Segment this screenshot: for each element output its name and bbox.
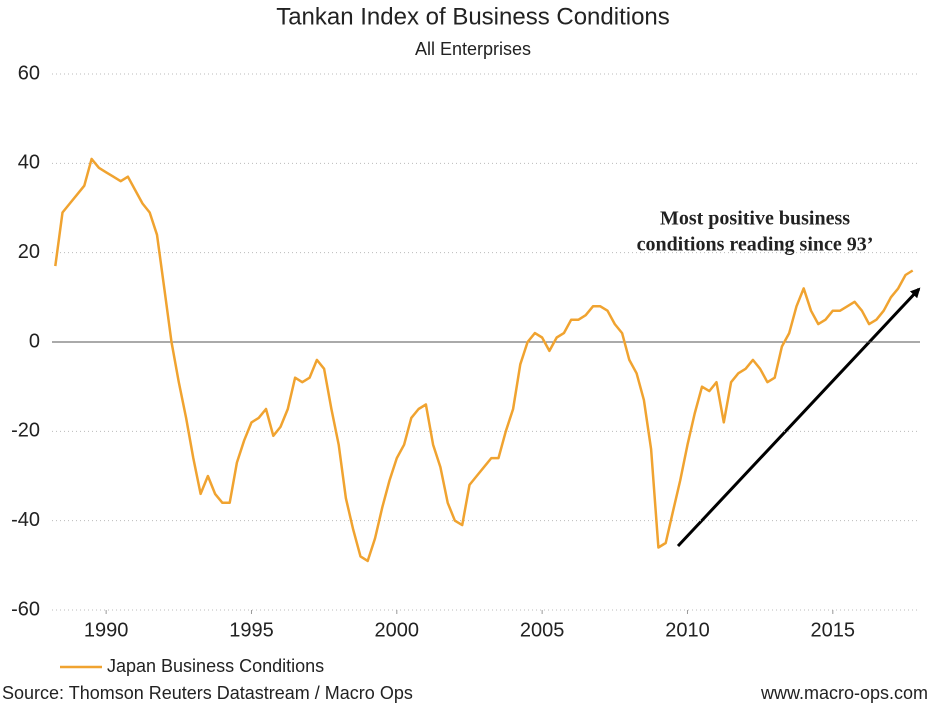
x-tick-label: 2010	[665, 619, 710, 641]
x-tick-label: 2000	[375, 619, 420, 641]
y-tick-label: -20	[11, 420, 40, 442]
x-tick-label: 2005	[520, 619, 565, 641]
chart-subtitle: All Enterprises	[415, 39, 531, 59]
y-tick-label: -40	[11, 509, 40, 531]
legend-label: Japan Business Conditions	[107, 656, 324, 676]
series-line	[54, 157, 914, 563]
y-tick-label: -60	[11, 598, 40, 620]
y-tick-label: 0	[29, 330, 40, 352]
annotation: Most positive business	[660, 208, 850, 230]
x-tick-label: 2015	[811, 619, 856, 641]
x-tick-label: 1990	[84, 619, 129, 641]
y-tick-label: 40	[18, 152, 40, 174]
website: www.macro-ops.com	[760, 683, 928, 703]
annotation-arrow	[676, 287, 921, 548]
y-tick-label: 60	[18, 62, 40, 84]
source: Source: Thomson Reuters Datastream / Mac…	[2, 683, 413, 703]
chart-title: Tankan Index of Business Conditions	[276, 3, 670, 30]
x-tick-label: 1995	[229, 619, 274, 641]
annotation: conditions reading since 93’	[637, 234, 874, 256]
y-tick-label: 20	[18, 241, 40, 263]
